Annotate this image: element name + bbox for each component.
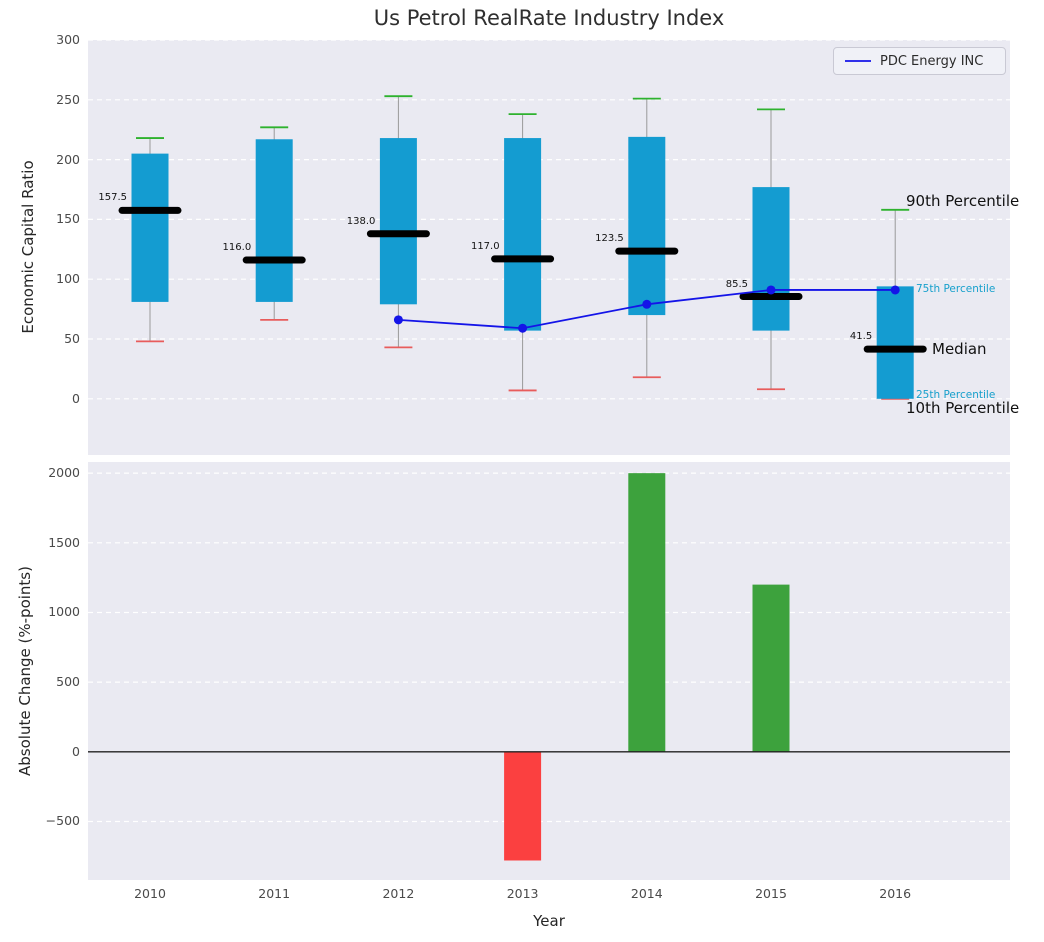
bottom-plot-area bbox=[88, 462, 1010, 880]
ylabel-economic-capital-ratio: Economic Capital Ratio bbox=[19, 160, 37, 334]
xlabel-year: Year bbox=[533, 912, 565, 930]
top-plot-area bbox=[88, 40, 1010, 455]
chart-title: Us Petrol RealRate Industry Index bbox=[373, 6, 725, 30]
legend-label: PDC Energy INC bbox=[880, 53, 984, 69]
ylabel-absolute-change: Absolute Change (%-points) bbox=[16, 566, 34, 776]
legend: PDC Energy INC bbox=[833, 47, 1006, 75]
legend-line-icon bbox=[845, 60, 871, 62]
